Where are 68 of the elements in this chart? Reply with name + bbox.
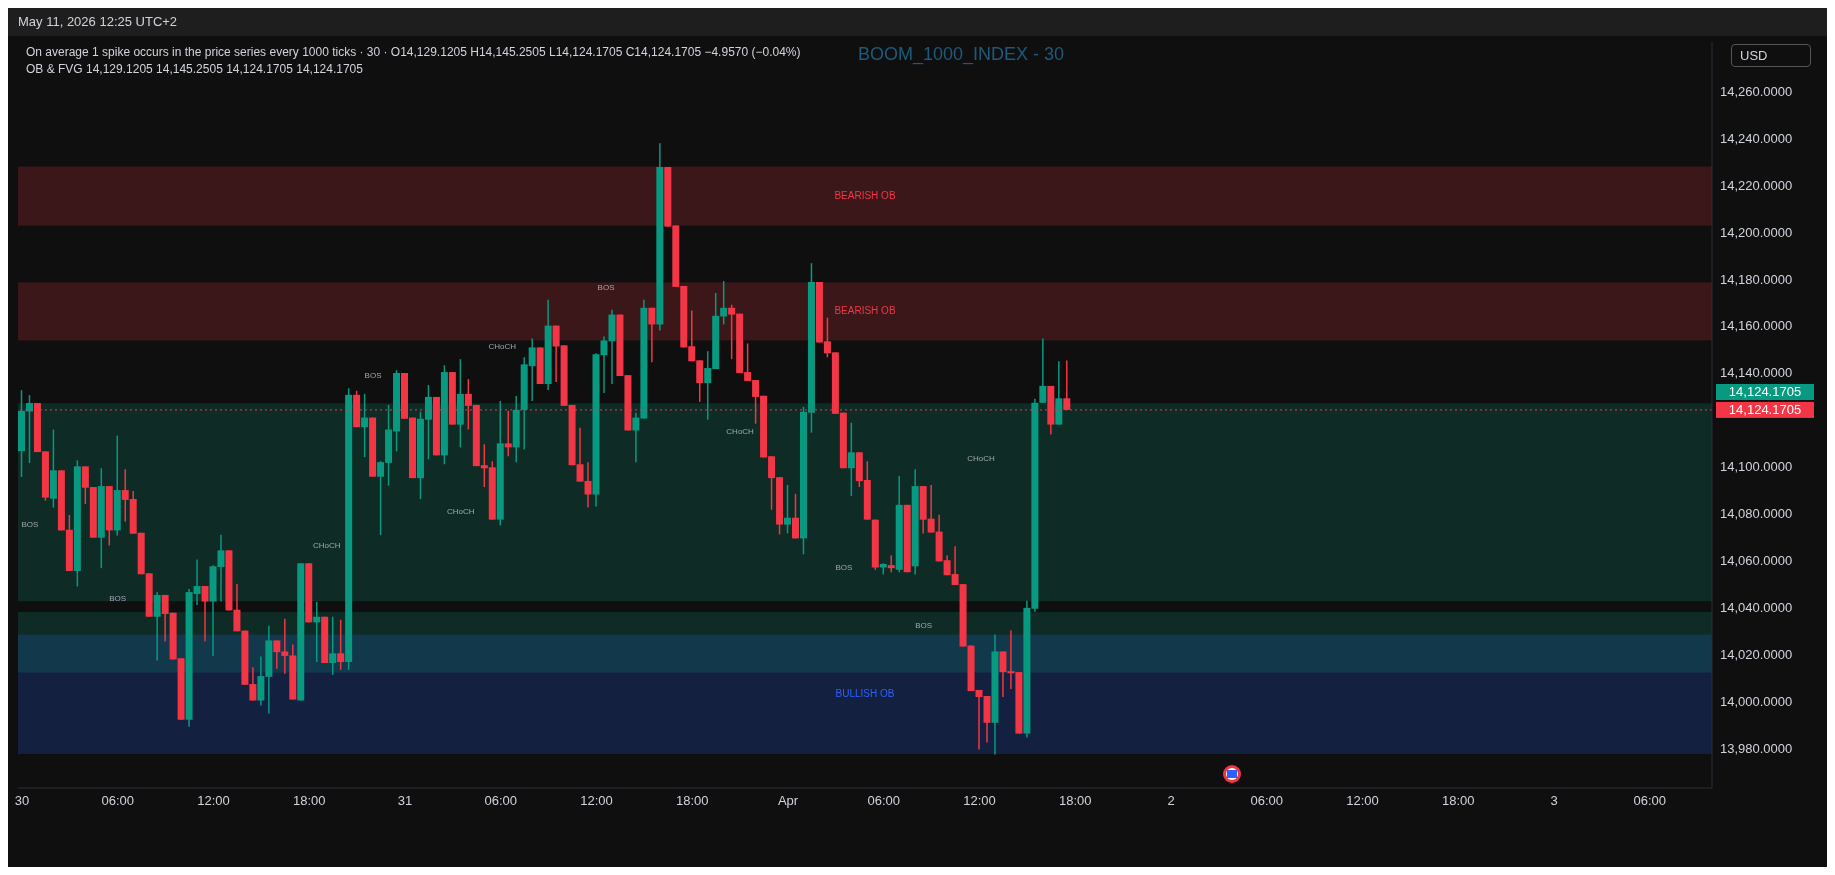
- x-tick-label: 06:00: [867, 793, 901, 809]
- y-tick-label: 14,160.0000: [1720, 318, 1793, 334]
- candlestick: [233, 583, 241, 633]
- band-label: BULLISH OB: [835, 687, 895, 699]
- x-tick-label: 30: [14, 793, 30, 809]
- candlestick: [313, 601, 321, 663]
- annotation: CHoCH: [726, 427, 755, 436]
- x-tick-label: 3: [1550, 793, 1558, 809]
- annotation: BOS: [915, 621, 933, 631]
- x-tick-label: 12:00: [580, 793, 613, 809]
- candlestick: [153, 591, 161, 662]
- chart-title: BOOM_1000_INDEX - 30: [858, 44, 1065, 65]
- annotation: BOS: [597, 283, 615, 293]
- x-tick-label: 12:00: [963, 793, 996, 809]
- candlestick: [784, 484, 792, 535]
- x-tick-label: 18:00: [675, 793, 709, 809]
- annotation: CHoCH: [447, 507, 475, 516]
- text: USD: [1731, 44, 1811, 67]
- x-tick-label: 06:00: [484, 793, 518, 809]
- y-tick-label: 13,980.0000: [1720, 740, 1793, 756]
- annotation: BOS: [835, 562, 853, 572]
- y-tick-label: 14,260.0000: [1720, 83, 1793, 99]
- y-tick-label: 14,200.0000: [1720, 224, 1793, 240]
- x-tick-label: 18:00: [1058, 793, 1092, 809]
- candlestick: [337, 619, 345, 671]
- annotation: BOS: [21, 519, 39, 529]
- x-tick-label: 06:00: [1633, 793, 1667, 809]
- candlestick: [201, 585, 209, 642]
- x-tick-label: 2: [1167, 793, 1175, 809]
- x-tick-label: 12:00: [197, 793, 230, 809]
- annotation: BOS: [109, 593, 127, 603]
- x-tick-label: 06:00: [101, 793, 135, 809]
- x-tick-label: 18:00: [1441, 793, 1475, 809]
- y-tick-label: 14,100.0000: [1720, 459, 1793, 475]
- annotation: CHoCH: [488, 342, 517, 352]
- candlestick: [720, 280, 728, 326]
- x-tick-label: 06:00: [1250, 793, 1284, 809]
- candlestick: [847, 421, 855, 497]
- x-tick-label: 12:00: [1346, 793, 1379, 809]
- annotation: OB & FVG 14,129.1205 14,145.2505 14,124.1705 14,124.1705: [26, 61, 364, 78]
- x-tick-label: 18:00: [292, 793, 326, 809]
- text: 14,124.1705: [1716, 383, 1814, 400]
- y-tick-label: 14,020.0000: [1720, 646, 1793, 662]
- text: May 11, 2026 12:25 UTC+2: [8, 8, 1827, 36]
- candlestick: [648, 307, 656, 363]
- candlestick: [504, 410, 512, 458]
- chart-subtitle: On average 1 spike occurs in the price series every 1000 ticks · 30 · O14,129.1205 H14,145.2505 L14,124.1705 C14,124.1705 −4.9570 (−0.04%): [26, 44, 801, 61]
- candlestick: [361, 393, 369, 458]
- x-tick-label: Apr: [777, 793, 799, 809]
- candlestick: [1039, 337, 1047, 404]
- y-tick-label: 14,180.0000: [1720, 271, 1793, 287]
- annotation: CHoCH: [967, 453, 996, 463]
- candlestick: [329, 616, 337, 676]
- y-tick-label: 14,000.0000: [1720, 693, 1793, 709]
- y-tick-label: 14,060.0000: [1720, 553, 1793, 569]
- ref-line-label: 14,124.1705: [1728, 402, 1802, 418]
- band-label: BEARISH OB: [834, 305, 896, 317]
- band-label: BEARISH OB: [834, 189, 896, 201]
- annotation: BOS: [364, 371, 382, 381]
- x-tick-label: 31: [397, 793, 413, 809]
- candlestick: [887, 554, 895, 573]
- y-tick-label: 14,240.0000: [1720, 130, 1793, 146]
- y-tick-label: 14,220.0000: [1720, 177, 1793, 193]
- annotation: CHoCH: [313, 540, 341, 550]
- y-tick-label: 14,140.0000: [1720, 365, 1793, 381]
- y-tick-label: 14,040.0000: [1720, 599, 1793, 615]
- y-tick-label: 14,080.0000: [1720, 506, 1793, 522]
- candlestick: [791, 493, 799, 540]
